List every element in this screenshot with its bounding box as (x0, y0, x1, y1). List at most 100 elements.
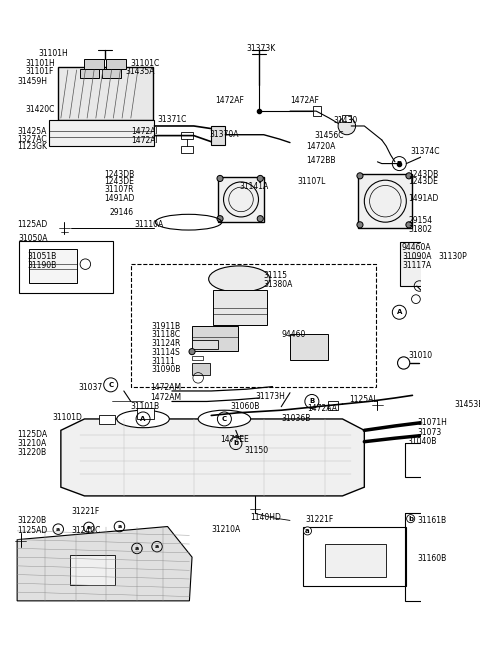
Text: 31802: 31802 (408, 224, 432, 234)
Bar (290, 334, 328, 360)
Text: 1472AI: 1472AI (131, 127, 157, 136)
Bar (29, 249, 77, 283)
Text: 31010: 31010 (408, 352, 432, 361)
Text: 94460: 94460 (281, 331, 306, 340)
Circle shape (338, 117, 356, 134)
Bar (211, 126, 225, 145)
Text: 1491AD: 1491AD (408, 194, 438, 203)
Text: 31220B: 31220B (17, 516, 46, 525)
Text: 31220B: 31220B (17, 447, 46, 457)
Text: a: a (155, 544, 159, 549)
Text: 31453B: 31453B (455, 400, 480, 409)
Bar (421, 557, 480, 582)
Text: 1327AC: 1327AC (17, 134, 47, 144)
Bar (406, 514, 480, 601)
Text: 31373K: 31373K (246, 44, 276, 52)
Text: 31036B: 31036B (281, 415, 311, 424)
Circle shape (217, 216, 223, 222)
Text: 94460A: 94460A (402, 243, 432, 252)
Text: 1125AD: 1125AD (17, 220, 48, 230)
Bar (218, 176, 264, 222)
Bar (70, 556, 115, 585)
Text: 31114S: 31114S (152, 348, 180, 357)
Text: 1472AM: 1472AM (150, 394, 181, 403)
Text: 31101H: 31101H (38, 49, 68, 58)
Text: 29154: 29154 (408, 216, 432, 225)
Text: 1243DB: 1243DB (105, 170, 135, 178)
Text: 31420C: 31420C (26, 105, 55, 114)
Bar (406, 443, 480, 477)
Bar (192, 340, 218, 349)
Polygon shape (17, 527, 192, 601)
Text: 31371C: 31371C (157, 115, 186, 125)
Text: 31037: 31037 (78, 383, 103, 392)
Text: 31060B: 31060B (230, 402, 260, 411)
Text: 31221F: 31221F (306, 515, 334, 524)
Text: 31374C: 31374C (411, 147, 440, 156)
Text: 31173H: 31173H (255, 392, 285, 401)
Text: 31090B: 31090B (152, 365, 181, 375)
Text: 31071H: 31071H (418, 418, 447, 427)
Circle shape (189, 348, 195, 355)
Text: 31240C: 31240C (72, 526, 101, 535)
Text: 31124R: 31124R (152, 339, 181, 348)
Text: 31101B: 31101B (131, 402, 160, 411)
Text: 31150: 31150 (244, 446, 269, 455)
Bar (313, 106, 322, 116)
Text: 31107L: 31107L (297, 176, 325, 186)
Text: C: C (222, 416, 227, 422)
Text: b: b (408, 516, 413, 522)
Text: 31456C: 31456C (314, 131, 344, 140)
Text: 14720A: 14720A (306, 142, 335, 151)
Text: A: A (140, 416, 146, 422)
Text: a: a (135, 546, 139, 551)
Text: 1243DB: 1243DB (408, 170, 438, 178)
Polygon shape (61, 419, 364, 496)
Text: 31090A: 31090A (402, 252, 432, 261)
Text: 1472AF: 1472AF (290, 96, 319, 105)
Text: 31190B: 31190B (28, 260, 57, 270)
Bar (107, 58, 126, 69)
Text: 31117A: 31117A (402, 261, 431, 270)
Text: 31210A: 31210A (211, 525, 240, 533)
Text: 31911B: 31911B (152, 321, 181, 331)
Text: 1472AA: 1472AA (308, 404, 337, 413)
Bar (84, 58, 104, 69)
Text: 31050A: 31050A (19, 234, 48, 243)
Bar (180, 132, 193, 139)
Text: 31051B: 31051B (28, 252, 57, 261)
Text: 31101H: 31101H (26, 58, 56, 68)
Text: C: C (108, 382, 113, 388)
Ellipse shape (198, 410, 251, 428)
Bar (192, 356, 203, 360)
Text: 31130P: 31130P (439, 252, 468, 261)
Circle shape (257, 216, 264, 222)
Circle shape (441, 318, 451, 328)
Text: a: a (118, 524, 121, 529)
Text: 31101F: 31101F (26, 68, 54, 76)
Text: a: a (305, 528, 310, 534)
Text: B: B (309, 398, 314, 405)
Bar (180, 146, 193, 153)
Text: 31435A: 31435A (126, 68, 155, 76)
Text: 31425A: 31425A (17, 127, 47, 136)
Text: 1471EE: 1471EE (220, 436, 249, 445)
Text: 1472AM: 1472AM (150, 383, 181, 392)
Text: 1472BB: 1472BB (306, 155, 335, 165)
Text: 31110A: 31110A (134, 220, 164, 230)
Text: 1140HD: 1140HD (251, 513, 281, 522)
Bar (303, 527, 406, 586)
Bar (192, 326, 238, 351)
Text: 31118C: 31118C (152, 331, 181, 340)
Ellipse shape (117, 410, 169, 428)
Text: 1472AF: 1472AF (216, 96, 244, 105)
Circle shape (357, 173, 363, 179)
Bar (358, 174, 412, 228)
Circle shape (357, 222, 363, 228)
Circle shape (406, 173, 412, 179)
Circle shape (257, 175, 264, 182)
Text: B: B (396, 161, 402, 167)
Bar (137, 409, 155, 419)
Text: a: a (87, 525, 91, 530)
Bar (99, 415, 115, 424)
